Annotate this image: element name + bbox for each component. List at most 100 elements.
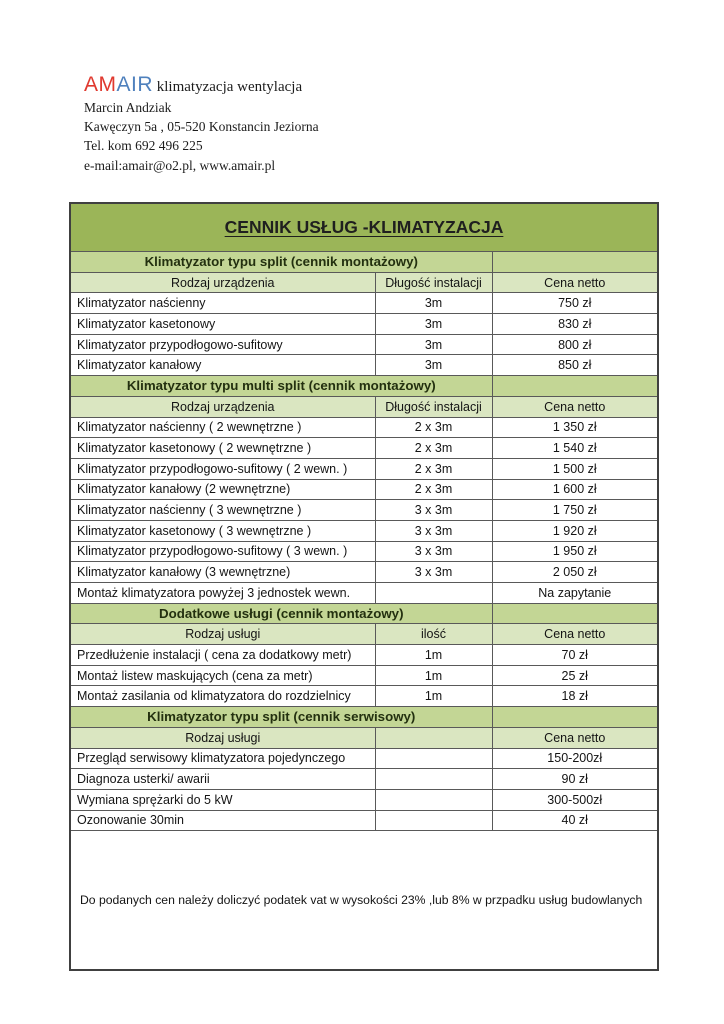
logo-text-am: AM [84,73,117,96]
price-table: CENNIK USŁUG -KLIMATYZACJA Klimatyzator t… [69,202,660,972]
cell: 1 600 zł [491,478,659,501]
table-title-row: CENNIK USŁUG -KLIMATYZACJA [69,202,659,252]
cell: 1 350 zł [491,416,659,439]
table-row: Klimatyzator naścienny ( 2 wewnętrzne ) 2… [69,416,659,439]
cell: Klimatyzator naścienny ( 2 wewnętrzne ) [69,416,376,439]
cell: 800 zł [491,333,659,356]
company-logo-line: AMAIR klimatyzacja wentylacja [84,74,319,98]
cell: 3 x 3m [374,561,493,583]
table-row: Klimatyzator kasetonowy 3m 830 zł [69,313,659,335]
cell: 3 x 3m [374,540,493,563]
contact-address: Kawęczyn 5a , 05-520 Konstancin Jeziorna [84,119,319,135]
table-row: Wymiana sprężarki do 5 kW 300-500zł [69,788,659,811]
cell: Klimatyzator naścienny [69,292,376,315]
cell: Klimatyzator kanałowy (3 wewnętrzne) [69,561,376,583]
cell: 830 zł [491,313,659,335]
table-title: CENNIK USŁUG -KLIMATYZACJA [69,202,659,252]
cell [374,747,493,770]
cell: 2 050 zł [491,561,659,583]
section-header-row: Klimatyzator typu split (cennik serwisow… [69,706,659,728]
cell: Klimatyzator kasetonowy ( 3 wewnętrzne ) [69,519,376,542]
cell: 40 zł [491,809,659,832]
cell: 1m [374,664,493,687]
table-row: Klimatyzator przypodłogowo-sufitowy ( 3 … [69,540,659,563]
table-row: Klimatyzator kasetonowy ( 3 wewnętrzne )… [69,519,659,542]
table-row: Montaż listew maskujących (cena za metr)… [69,664,659,687]
table-row: Przedłużenie instalacji ( cena za dodatk… [69,644,659,666]
cell: 3m [374,313,493,335]
section-header-spacer-cell [491,706,659,728]
cell: 300-500zł [491,788,659,811]
cell: Wymiana sprężarki do 5 kW [69,788,376,811]
cell: 150-200zł [491,747,659,770]
logo-text-air: AIR [116,73,154,96]
column-header-cell: Cena netto [491,623,659,646]
cell: 1 920 zł [491,519,659,542]
table-row: Klimatyzator naścienny ( 3 wewnętrzne ) 3… [69,499,659,521]
table-row: Klimatyzator przypodłogowo-sufitowy 3m 800… [69,333,659,356]
cell: 1 750 zł [491,499,659,521]
price-table-body: CENNIK USŁUG -KLIMATYZACJA Klimatyzator t… [69,202,659,971]
cell: 1 950 zł [491,540,659,563]
section-header-cell: Klimatyzator typu split (cennik serwisow… [69,706,493,728]
cell: Przedłużenie instalacji ( cena za dodatk… [69,644,376,666]
section-header-spacer-cell [491,602,659,625]
cell: 70 zł [491,644,659,666]
section-header-cell: Dodatkowe usługi (cennik montażowy) [69,602,493,625]
cell: Klimatyzator kasetonowy [69,313,376,335]
column-header-cell: Rodzaj usługi [69,623,376,646]
cell: 3m [374,333,493,356]
cell: Montaż klimatyzatora powyżej 3 jednostek… [69,582,376,604]
cell: Przegląd serwisowy klimatyzatora pojedyn… [69,747,376,770]
cell: 3m [374,292,493,315]
table-row: Przegląd serwisowy klimatyzatora pojedyn… [69,747,659,770]
cell: 2 x 3m [374,457,493,480]
column-header-cell: Rodzaj urządzenia [69,271,376,294]
vat-note-row: Do podanych cen należy doliczyć podatek … [69,830,659,971]
table-row: Klimatyzator kanałowy 3m 850 zł [69,354,659,377]
table-row: Klimatyzator kasetonowy ( 2 wewnętrzne )… [69,437,659,459]
column-header-cell: Rodzaj usługi [69,726,376,749]
table-row: Klimatyzator naścienny 3m 750 zł [69,292,659,315]
table-row: Klimatyzator kanałowy (3 wewnętrzne) 3 x … [69,561,659,583]
cell [374,809,493,832]
cell: 2 x 3m [374,478,493,501]
column-header-cell: Cena netto [491,726,659,749]
cell: 2 x 3m [374,416,493,439]
cell: Klimatyzator kasetonowy ( 2 wewnętrzne ) [69,437,376,459]
cell: 850 zł [491,354,659,377]
section-header-row: Dodatkowe usługi (cennik montażowy) [69,602,659,625]
cell: 25 zł [491,664,659,687]
logo-suffix: klimatyzacja wentylacja [153,79,303,95]
cell: Diagnoza usterki/ awarii [69,768,376,790]
contact-name: Marcin Andziak [84,100,172,115]
section-header-cell: Klimatyzator typu multi split (cennik mo… [69,375,493,397]
table-row: Diagnoza usterki/ awarii 90 zł [69,768,659,790]
cell: Klimatyzator przypodłogowo-sufitowy [69,333,376,356]
table-row: Klimatyzator przypodłogowo-sufitowy ( 2 … [69,457,659,480]
column-header-row: Rodzaj urządzenia Długość instalacji Cena … [69,395,659,418]
cell: 1 500 zł [491,457,659,480]
column-header-row: Rodzaj urządzenia Długość instalacji Cena … [69,271,659,294]
cell [374,788,493,811]
cell: Ozonowanie 30min [69,809,376,832]
cell: 90 zł [491,768,659,790]
table-row: Montaż zasilania od klimatyzatora do roz… [69,685,659,708]
vat-note: Do podanych cen należy doliczyć podatek … [69,830,659,971]
cell: Montaż zasilania od klimatyzatora do roz… [69,685,376,708]
cell: 3 x 3m [374,519,493,542]
section-header-row: Klimatyzator typu multi split (cennik mo… [69,375,659,397]
cell: 1m [374,644,493,666]
cell: 2 x 3m [374,437,493,459]
column-header-cell: Długość instalacji [374,395,493,418]
column-header-row: Rodzaj usługi Cena netto [69,726,659,749]
column-header-cell: Rodzaj urządzenia [69,395,376,418]
column-header-cell [374,726,493,749]
table-row: Ozonowanie 30min 40 zł [69,809,659,832]
cell: 3 x 3m [374,499,493,521]
cell: Klimatyzator przypodłogowo-sufitowy ( 3 … [69,540,376,563]
cell: Montaż listew maskujących (cena za metr) [69,664,376,687]
cell: Na zapytanie [491,582,659,604]
cell: 1m [374,685,493,708]
